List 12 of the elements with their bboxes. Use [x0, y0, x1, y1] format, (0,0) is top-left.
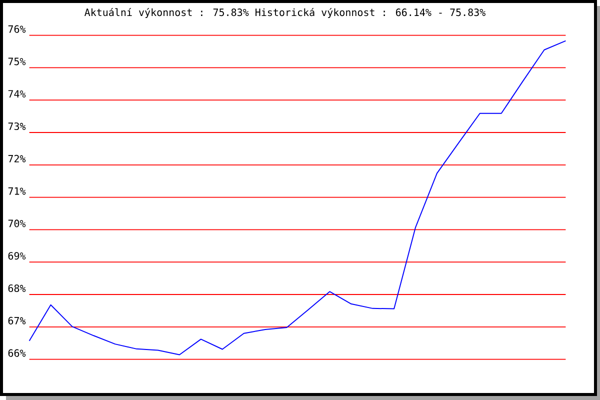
y-tick-label: 72%	[8, 154, 26, 162]
y-tick-label: 74%	[8, 90, 26, 98]
y-tick-label: 70%	[8, 220, 26, 228]
y-tick-label: 71%	[8, 187, 26, 195]
y-tick-label: 67%	[8, 316, 26, 324]
y-tick-label: 75%	[8, 58, 26, 66]
y-tick-label: 68%	[8, 284, 26, 292]
y-tick-label: 69%	[8, 252, 26, 260]
chart-title: Aktuální výkonnost : 75.83% Historická výkonnost : 66.14% - 75.83%	[84, 8, 486, 18]
y-tick-label: 73%	[8, 122, 26, 130]
y-tick-label: 66%	[8, 349, 26, 357]
y-tick-label: 76%	[8, 25, 26, 33]
